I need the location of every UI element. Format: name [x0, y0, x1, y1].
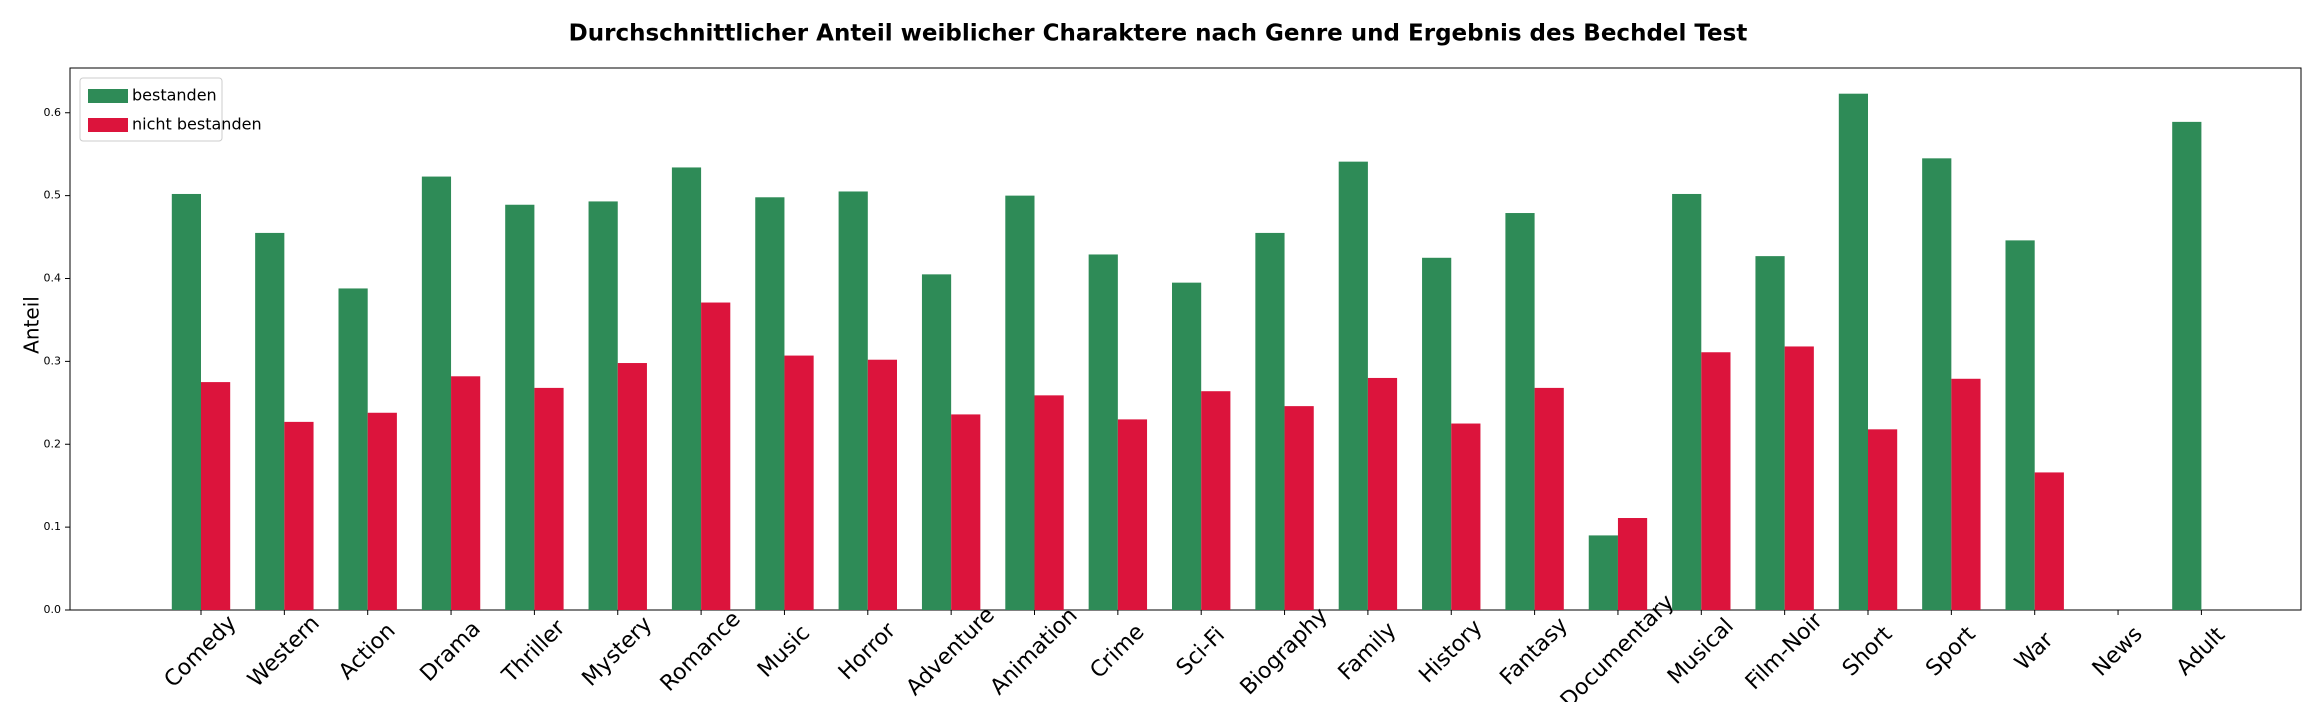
bar — [1338, 161, 1368, 610]
x-tick-label: Drama — [416, 617, 486, 687]
x-tick-label: Romance — [656, 607, 746, 697]
x-tick-label: Thriller — [497, 615, 571, 689]
bar — [1868, 429, 1898, 610]
bar — [2005, 240, 2035, 610]
x-tick-label: Fantasy — [1495, 613, 1573, 691]
x-tick-label: Crime — [1086, 620, 1150, 684]
bar — [1201, 391, 1231, 610]
bar — [671, 167, 702, 611]
y-tick-label: 0.5 — [44, 189, 62, 202]
y-tick-label: 0.2 — [44, 437, 62, 450]
bar — [1672, 193, 1702, 610]
x-tick-label: History — [1414, 615, 1487, 688]
y-tick-label: 0.1 — [44, 520, 62, 533]
x-tick-label: Sport — [1921, 622, 1981, 682]
x-tick-label: Mystery — [578, 612, 658, 692]
bar — [1617, 518, 1648, 610]
bar — [784, 355, 814, 610]
y-tick-label: 0.3 — [44, 354, 62, 367]
x-tick-label: Film-Noir — [1741, 608, 1828, 695]
bar — [1088, 254, 1118, 610]
bar — [1451, 423, 1481, 610]
bar — [921, 274, 952, 610]
x-tick-label: Adventure — [902, 603, 1000, 701]
bar — [838, 191, 868, 610]
x-tick-label: Comedy — [160, 611, 242, 693]
bar — [1951, 378, 1981, 610]
legend-swatch — [88, 89, 128, 103]
bar — [2172, 121, 2202, 610]
bar — [255, 232, 285, 611]
bar — [1005, 195, 1035, 611]
bar — [2034, 472, 2064, 610]
legend-label: bestanden — [132, 86, 217, 105]
y-tick-label: 0.4 — [44, 272, 62, 285]
bar — [1172, 282, 1202, 610]
legend-label: nicht bestanden — [132, 115, 262, 134]
bar — [421, 176, 452, 611]
bar — [617, 363, 647, 610]
bar — [1034, 395, 1064, 610]
bar — [1755, 256, 1785, 610]
x-tick-label: Musical — [1663, 614, 1739, 690]
bar — [1588, 535, 1618, 610]
bar — [338, 288, 368, 610]
bar — [367, 412, 397, 610]
bar — [1784, 346, 1814, 610]
x-tick-label: War — [2010, 627, 2059, 676]
x-tick-label: News — [2088, 622, 2148, 682]
x-tick-label: Horror — [834, 617, 902, 685]
bar — [1422, 257, 1452, 610]
x-tick-label: Family — [1334, 618, 1402, 686]
bar — [588, 201, 618, 610]
x-tick-label: Short — [1838, 622, 1898, 682]
bar — [1367, 377, 1398, 610]
chart-title: Durchschnittlicher Anteil weiblicher Cha… — [569, 21, 1748, 47]
y-tick-label: 0.0 — [44, 603, 62, 616]
bar — [755, 197, 785, 610]
bar — [1701, 352, 1731, 610]
x-tick-label: Animation — [986, 603, 1083, 700]
x-tick-label: Action — [334, 618, 400, 684]
bar — [867, 359, 897, 610]
bar — [1838, 93, 1868, 610]
x-tick-label: Music — [753, 621, 815, 683]
bar — [1505, 213, 1535, 610]
bar — [201, 382, 231, 610]
bar — [534, 387, 564, 610]
bar — [1284, 406, 1314, 610]
bar — [1922, 158, 1952, 611]
x-tick-label: Adult — [2172, 622, 2230, 680]
legend-swatch — [88, 118, 128, 132]
bar — [951, 414, 981, 610]
y-tick-label: 0.6 — [44, 106, 62, 119]
bar — [505, 204, 535, 611]
bar — [1117, 419, 1148, 610]
y-axis-label: Anteil — [20, 296, 44, 354]
x-tick-label: Western — [243, 611, 324, 692]
x-tick-label: Sci-Fi — [1172, 623, 1230, 681]
bar — [1534, 387, 1564, 610]
bar — [171, 193, 201, 610]
bar — [451, 376, 481, 610]
bar — [1255, 232, 1285, 611]
bar — [701, 302, 731, 610]
bar — [284, 421, 314, 610]
x-tick-label: Biography — [1236, 603, 1333, 700]
